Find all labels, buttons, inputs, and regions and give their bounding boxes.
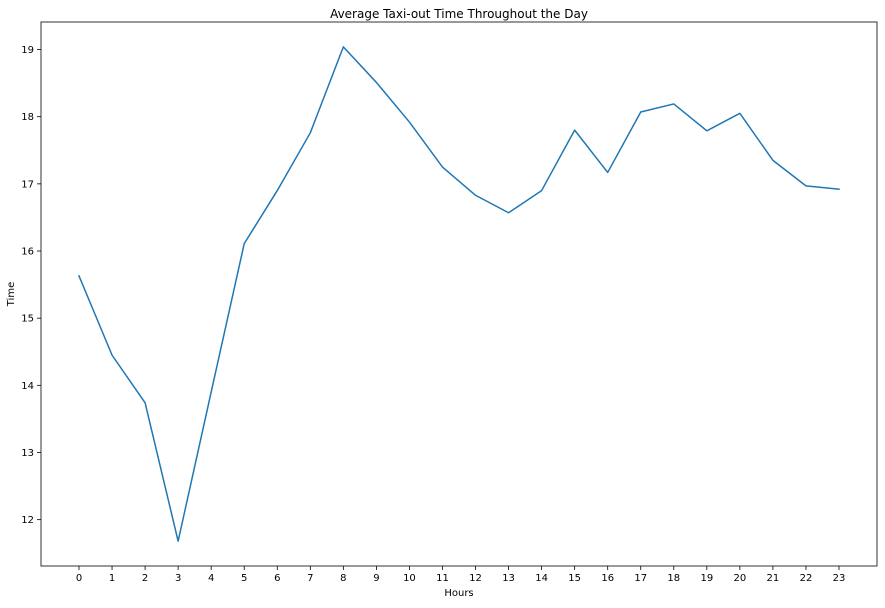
y-tick-label: 19 bbox=[21, 45, 34, 56]
x-tick-label: 6 bbox=[274, 573, 280, 584]
x-tick-label: 13 bbox=[502, 573, 515, 584]
y-tick-label: 17 bbox=[21, 179, 34, 190]
plot-frame bbox=[40, 21, 878, 567]
y-tick-label: 12 bbox=[21, 515, 34, 526]
x-tick-label: 10 bbox=[403, 573, 416, 584]
x-tick-label: 16 bbox=[601, 573, 614, 584]
x-tick-label: 8 bbox=[340, 573, 346, 584]
x-tick-label: 7 bbox=[307, 573, 313, 584]
y-axis: 12 13 14 15 16 17 18 19 bbox=[21, 45, 41, 526]
x-tick-label: 15 bbox=[568, 573, 581, 584]
x-tick-label: 12 bbox=[469, 573, 482, 584]
x-tick-label: 23 bbox=[833, 573, 846, 584]
x-tick-label: 3 bbox=[175, 573, 181, 584]
x-tick-label: 20 bbox=[734, 573, 747, 584]
x-tick-label: 4 bbox=[208, 573, 214, 584]
x-tick-label: 2 bbox=[142, 573, 148, 584]
x-tick-label: 0 bbox=[76, 573, 82, 584]
x-tick-label: 21 bbox=[767, 573, 780, 584]
y-tick-label: 16 bbox=[21, 247, 34, 258]
x-tick-label: 22 bbox=[800, 573, 813, 584]
x-tick-label: 9 bbox=[373, 573, 379, 584]
chart-title: Average Taxi-out Time Throughout the Day bbox=[330, 7, 588, 21]
x-tick-label: 14 bbox=[535, 573, 548, 584]
x-tick-label: 18 bbox=[667, 573, 680, 584]
x-axis-label: Hours bbox=[444, 588, 473, 599]
x-tick-label: 5 bbox=[241, 573, 247, 584]
x-tick-label: 17 bbox=[634, 573, 647, 584]
series-line bbox=[78, 46, 840, 542]
series-layer bbox=[78, 46, 840, 542]
x-tick-label: 19 bbox=[700, 573, 713, 584]
x-tick-label: 11 bbox=[436, 573, 449, 584]
y-tick-label: 14 bbox=[21, 381, 34, 392]
x-tick-label: 1 bbox=[109, 573, 115, 584]
y-tick-label: 18 bbox=[21, 112, 34, 123]
x-axis: 0 1 2 3 4 5 6 7 8 9 10 11 12 13 14 15 16 17 18 19 20 21 22 23 bbox=[76, 566, 846, 584]
y-tick-label: 15 bbox=[21, 314, 34, 325]
y-tick-label: 13 bbox=[21, 448, 34, 459]
y-axis-label: Time bbox=[6, 282, 17, 307]
